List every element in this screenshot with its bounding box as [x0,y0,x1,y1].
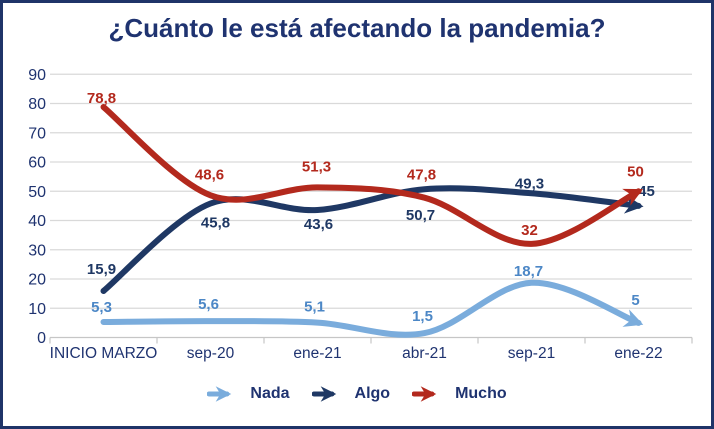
y-axis-label: 70 [28,125,46,142]
legend-item-nada: Nada [207,385,290,403]
legend-arrow-icon [311,386,336,402]
data-label-nada: 1,5 [412,308,433,325]
y-axis-label: 60 [28,155,46,172]
legend-item-mucho: Mucho [412,385,507,403]
legend-item-algo: Algo [311,385,391,403]
legend-label: Algo [354,385,391,402]
data-label-algo: 45,8 [201,215,230,232]
chart-legend: Nada Algo Mucho [3,385,711,403]
y-axis-label: 40 [28,213,46,230]
x-axis-label: INICIO MARZO [50,345,158,362]
data-label-algo: 15,9 [87,261,116,278]
data-label-algo: 50,7 [406,207,435,224]
legend-arrow-icon [412,386,437,402]
data-label-nada: 18,7 [514,263,543,280]
chart-title: ¿Cuánto le está afectando la pandemia? [108,13,606,43]
y-axis-label: 50 [28,184,46,201]
y-axis-label: 30 [28,242,46,259]
x-axis-label: abr-21 [402,345,447,362]
data-label-nada: 5,3 [91,299,112,316]
y-axis-label: 90 [28,67,46,84]
x-axis-label: sep-20 [187,345,235,362]
data-label-mucho: 78,8 [87,90,116,107]
y-axis-label: 0 [37,330,46,347]
data-label-nada: 5,6 [198,296,219,313]
y-axis-label: 10 [28,301,46,318]
data-label-mucho: 32 [521,222,538,239]
x-axis-label: ene-22 [614,345,662,362]
legend-label: Nada [250,385,290,402]
data-label-mucho: 50 [627,163,644,180]
data-label-nada: 5,1 [304,299,325,316]
series-line-mucho [100,104,644,247]
series-line-nada [100,279,644,338]
data-label-mucho: 51,3 [302,158,331,175]
legend-arrow-icon [207,386,232,402]
data-label-mucho: 48,6 [195,166,224,183]
data-label-algo: 49,3 [515,175,544,192]
data-label-mucho: 47,8 [407,167,436,184]
data-label-nada: 5 [631,292,639,309]
x-axis-label: ene-21 [293,345,341,362]
data-label-algo: 43,6 [304,216,333,233]
y-axis-label: 20 [28,272,46,289]
x-axis-label: sep-21 [508,345,555,362]
legend-label: Mucho [455,385,507,402]
chart-canvas: 0 10 20 30 40 50 60 70 80 90 INICIO MARZO sep-20 ene… [28,67,693,362]
y-axis-label: 80 [28,96,46,113]
series-line-algo [100,185,644,294]
